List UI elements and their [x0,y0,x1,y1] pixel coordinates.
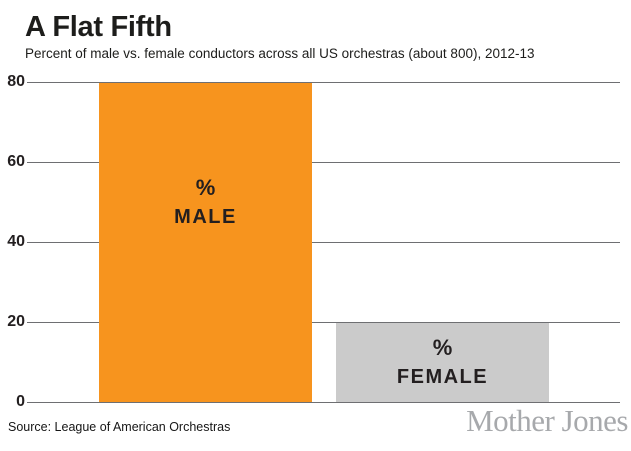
y-tick-label-20: 20 [7,313,25,330]
gridline-60 [27,162,620,163]
y-tick-label-60: 60 [7,153,25,170]
bar-label-female-category: FEMALE [396,366,489,388]
gridline-40 [27,242,620,243]
bar-male [99,83,312,402]
chart-subtitle: Percent of male vs. female conductors ac… [25,46,535,61]
chart-title: A Flat Fifth [25,11,172,43]
bar-female [336,323,549,402]
gridline-80 [27,82,620,83]
bar-label-male-percent-sign: % [195,175,216,200]
gridline-20 [27,322,620,323]
bar-label-male-category: MALE [174,206,237,228]
motherjones-logo: Mother Jones [466,403,628,438]
y-tick-label-0: 0 [16,393,25,410]
bar-label-male: % MALE [99,174,312,232]
source-text: Source: League of American Orchestras [8,420,231,434]
y-tick-label-40: 40 [7,233,25,250]
y-tick-label-80: 80 [7,73,25,90]
gridline-0 [27,402,620,403]
bar-label-female: % FEMALE [336,334,549,392]
bar-label-female-percent-sign: % [432,335,453,360]
